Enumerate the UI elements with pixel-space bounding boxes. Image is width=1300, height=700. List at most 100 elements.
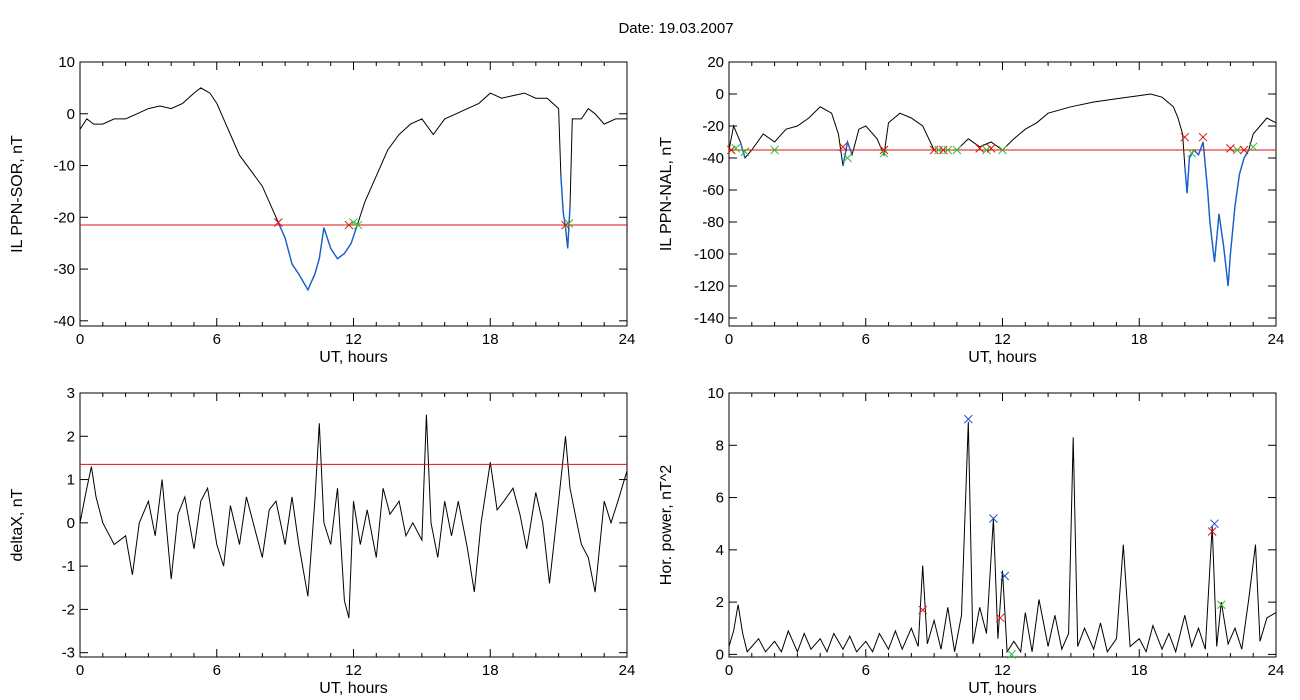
x-tick-label: 24 [619, 331, 636, 348]
y-tick-label: 0 [716, 646, 724, 663]
figure-title: Date: 19.03.2007 [618, 20, 733, 37]
x-marker-blue [1210, 519, 1219, 529]
x-marker-red [879, 145, 889, 155]
y-tick-label: -80 [702, 214, 724, 231]
highlight-segment [1184, 141, 1220, 263]
x-axis-label: UT, hours [319, 680, 387, 697]
x-marker-red [938, 145, 948, 155]
y-tick-label: -2 [62, 601, 75, 618]
y-tick-label: -140 [694, 310, 724, 327]
y-tick-label: -20 [702, 118, 724, 135]
highlight-segment [1218, 149, 1250, 287]
y-tick-label: -3 [62, 645, 75, 662]
x-marker-blue [963, 414, 973, 424]
x-tick-label: 0 [725, 331, 733, 348]
x-axis-label: UT, hours [319, 349, 387, 366]
y-tick-label: 0 [716, 86, 724, 103]
x-tick-label: 6 [862, 662, 870, 679]
x-axis-label: UT, hours [968, 680, 1036, 697]
highlight-segment [842, 139, 853, 167]
x-tick-label: 0 [76, 331, 84, 348]
x-tick-label: 18 [482, 662, 499, 679]
x-marker-green [982, 145, 991, 155]
x-marker-green [1216, 600, 1226, 610]
y-tick-label: -40 [53, 313, 75, 330]
y-tick-label: -30 [53, 261, 75, 278]
y-axis-label: Hor. power, nT^2 [658, 465, 675, 586]
y-tick-label: -10 [53, 158, 75, 175]
plot-frame [79, 61, 628, 327]
x-marker-green [934, 145, 944, 155]
series-line [729, 421, 1276, 654]
x-tick-label: 12 [994, 331, 1011, 348]
x-tick-label: 24 [619, 662, 636, 679]
chart-panel-3: 0 6 12 18 24 3 2 1 0 -1 -2 -3 UT, hours deltaX, nT [9, 385, 635, 697]
x-tick-label: 6 [862, 331, 870, 348]
x-tick-label: 0 [725, 662, 733, 679]
x-marker-red [929, 145, 939, 155]
x-marker-green [998, 145, 1007, 155]
y-tick-label: -100 [694, 246, 724, 263]
chart-panel-1: 0 6 12 18 24 10 0 -10 -20 -30 -40 UT, hours IL PPN-S… [9, 54, 635, 366]
x-tick-label: 24 [1268, 331, 1285, 348]
plot-frame [79, 392, 628, 658]
x-tick-label: 6 [213, 331, 221, 348]
series-line [80, 414, 627, 619]
y-tick-label: 2 [716, 594, 724, 611]
y-axis-label: deltaX, nT [9, 488, 26, 561]
series-line [80, 87, 627, 291]
chart-panel-2: 0 6 12 18 24 20 0 -20 -40 -60 -80 -100 -120 -140 UT, h… [658, 54, 1284, 366]
y-tick-label: 3 [67, 385, 75, 402]
plot-area [729, 93, 1276, 287]
x-marker-green [952, 145, 962, 155]
x-tick-label: 12 [345, 662, 362, 679]
y-tick-label: 8 [716, 437, 724, 454]
x-marker-red [1198, 132, 1208, 142]
plot-area [80, 414, 627, 619]
x-marker-green [1248, 142, 1258, 152]
x-marker-red [995, 613, 1005, 623]
x-marker-blue [989, 514, 998, 523]
x-marker-green [879, 148, 889, 158]
x-marker-green [1007, 650, 1016, 659]
highlight-segment [560, 175, 571, 249]
y-tick-label: -40 [702, 150, 724, 167]
x-tick-label: 12 [994, 662, 1011, 679]
x-marker-red [1180, 132, 1190, 142]
x-tick-label: 18 [1131, 662, 1148, 679]
highlight-segment [277, 222, 359, 292]
x-marker-red [344, 220, 354, 230]
x-marker-red [726, 145, 736, 155]
y-tick-label: 4 [716, 542, 724, 559]
x-marker-green [349, 218, 358, 227]
x-marker-red [273, 218, 283, 227]
series-line [729, 93, 1276, 287]
plot-area [729, 421, 1276, 654]
x-marker-red [1226, 144, 1235, 153]
y-tick-label: -120 [694, 278, 724, 295]
x-tick-label: 18 [1131, 331, 1148, 348]
x-tick-label: 6 [213, 662, 221, 679]
chart-panel-4: 0 6 12 18 24 10 8 6 4 2 0 UT, hours Hor. power, nT^2 [658, 385, 1284, 697]
plot-frame [728, 392, 1277, 658]
y-tick-label: -1 [62, 558, 75, 575]
x-marker-green [770, 145, 779, 155]
y-tick-label: 1 [67, 472, 75, 489]
y-tick-label: 10 [58, 54, 75, 71]
x-marker-red [1239, 145, 1249, 155]
x-axis-label: UT, hours [968, 349, 1036, 366]
y-tick-label: 20 [707, 54, 724, 71]
x-marker-green [1187, 148, 1197, 158]
x-tick-label: 12 [345, 331, 362, 348]
y-tick-label: -20 [53, 209, 75, 226]
x-marker-green [1232, 145, 1242, 155]
x-marker-green [843, 153, 852, 163]
y-tick-label: 2 [67, 428, 75, 445]
x-marker-red [918, 605, 928, 615]
y-axis-label: IL PPN-SOR, nT [9, 135, 26, 253]
x-tick-label: 24 [1268, 662, 1285, 679]
x-marker-green [943, 145, 953, 155]
x-marker-green [353, 220, 363, 230]
plot-frame [728, 61, 1277, 327]
